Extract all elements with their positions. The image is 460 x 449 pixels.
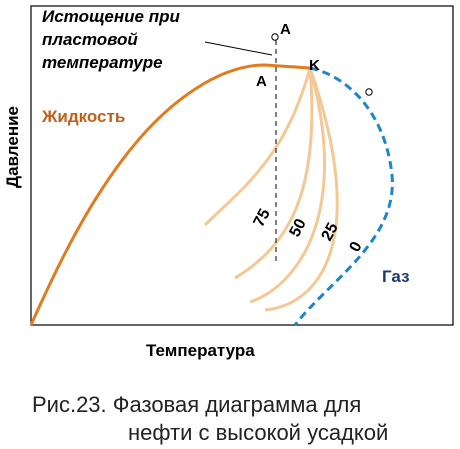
phase-diagram: Истощение при пластовой температуре A A … — [3, 5, 454, 360]
liquid-region-label: Жидкость — [41, 107, 125, 126]
point-a-bottom-label: A — [256, 73, 267, 90]
plot-frame — [30, 5, 454, 326]
quality-label-50: 50 — [287, 216, 310, 240]
critical-point-label: K — [309, 57, 320, 74]
quality-label-25: 25 — [319, 220, 342, 244]
annotation-line-1: Истощение при — [42, 7, 180, 26]
quality-label-0: 0 — [347, 239, 366, 255]
dew-point-marker — [365, 88, 373, 96]
quality-line-75 — [234, 67, 314, 280]
annotation-leader — [204, 41, 273, 56]
caption-line-2: нефти с высокой усадкой — [128, 420, 389, 445]
annotation-line-2: пластовой — [42, 30, 138, 49]
point-a-top-label: A — [280, 21, 291, 38]
x-axis-label: Температура — [146, 341, 255, 360]
quality-line-100 — [203, 67, 312, 227]
dew-point-curve — [293, 66, 394, 326]
point-a-top — [271, 33, 279, 41]
y-axis-label: Давление — [3, 106, 22, 188]
caption-line-1: Рис.23. Фазовая диаграмма для — [32, 392, 362, 417]
quality-line-25 — [264, 67, 339, 312]
annotation-line-3: температуре — [42, 53, 163, 72]
gas-region-label: Газ — [382, 267, 410, 286]
bubble-point-curve — [29, 63, 311, 326]
quality-line-50 — [249, 67, 326, 304]
quality-label-75: 75 — [251, 206, 274, 230]
